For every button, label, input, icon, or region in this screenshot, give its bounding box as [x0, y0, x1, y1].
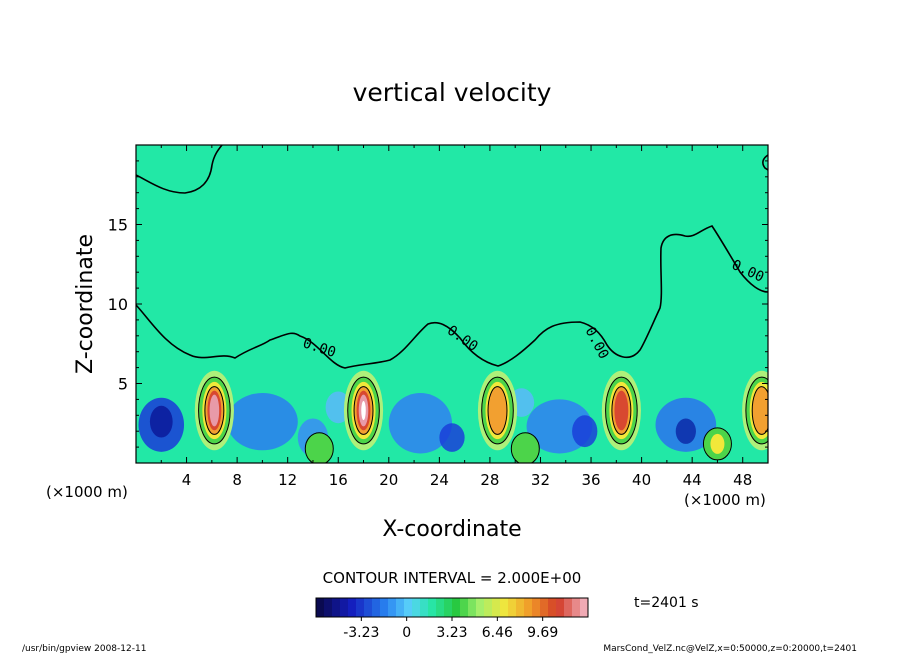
x-tick-label: 36: [581, 471, 600, 489]
updraft-plume: [614, 390, 629, 431]
colorbar-cell: [524, 598, 533, 617]
colorbar-cell: [476, 598, 485, 617]
colorbar-cell: [420, 598, 429, 617]
colorbar-cell: [372, 598, 381, 617]
footer-left: /usr/bin/gpview 2008-12-11: [22, 644, 146, 654]
colorbar-cell: [460, 598, 469, 617]
updraft-plume: [209, 394, 220, 427]
downdraft-region: [675, 418, 696, 444]
updraft-cell-core: [710, 433, 725, 454]
colorbar-cell: [348, 598, 357, 617]
time-label: t=2401 s: [634, 595, 699, 611]
colorbar-ticks: -3.23 0 3.23 6.46 9.69: [343, 617, 558, 641]
y-axis: 5 10 15: [108, 160, 768, 448]
contour-interval: CONTOUR INTERVAL = 2.000E+00: [323, 569, 582, 587]
colorbar-cell: [380, 598, 389, 617]
colorbar-cell: [412, 598, 421, 617]
colorbar-tick-label: -3.23: [343, 625, 379, 641]
chart-title: vertical velocity: [353, 78, 552, 107]
colorbar-cell: [580, 598, 589, 617]
colorbar-tick-label: 0: [402, 625, 411, 641]
colorbar: [316, 598, 589, 617]
colorbar-cell: [324, 598, 333, 617]
footer-right: MarsCond_VelZ.nc@VelZ,x=0:50000,z=0:2000…: [603, 644, 857, 654]
colorbar-tick-label: 3.23: [436, 625, 467, 641]
colorbar-cell: [444, 598, 453, 617]
zero-contour-main: [136, 225, 768, 369]
x-unit-left: (×1000 m): [46, 483, 128, 501]
x-unit-right: (×1000 m): [684, 491, 766, 509]
zero-contour-corner: [762, 154, 768, 171]
x-tick-label: 16: [329, 471, 348, 489]
downdraft-region: [227, 393, 298, 451]
downdraft-region: [439, 423, 465, 452]
downdraft-region: [388, 393, 452, 454]
y-axis-label: Z-coordinate: [73, 234, 98, 374]
colorbar-cell: [508, 598, 517, 617]
colorbar-cell: [500, 598, 509, 617]
colorbar-cell: [484, 598, 493, 617]
x-tick-label: 40: [632, 471, 651, 489]
colorbar-cell: [404, 598, 413, 617]
colorbar-cell: [316, 598, 325, 617]
colorbar-cell: [388, 598, 397, 617]
x-tick-label: 12: [278, 471, 297, 489]
x-tick-label: 48: [733, 471, 752, 489]
x-axis: 4 8 12 16 20 24 28 32 36 40 44 48: [160, 145, 752, 489]
colorbar-cell: [428, 598, 437, 617]
updraft-plume: [487, 386, 508, 435]
updraft-plume: [751, 386, 768, 435]
colorbar-cell: [540, 598, 549, 617]
colorbar-cell: [356, 598, 365, 617]
colorbar-tick-label: 9.69: [527, 625, 558, 641]
colorbar-cell: [572, 598, 581, 617]
y-tick-label: 15: [108, 216, 128, 235]
colorbar-cell: [340, 598, 349, 617]
colorbar-cell: [548, 598, 557, 617]
x-axis-label: X-coordinate: [382, 517, 521, 542]
colorbar-cell: [364, 598, 373, 617]
y-tick-label: 5: [118, 375, 128, 394]
downdraft-region: [149, 405, 173, 438]
colorbar-cell: [556, 598, 565, 617]
x-tick-label: 28: [480, 471, 499, 489]
plot-area: [136, 145, 768, 463]
x-tick-label: 24: [430, 471, 449, 489]
updraft-cell: [510, 432, 540, 463]
updraft-cell: [304, 432, 334, 463]
zero-contour: [136, 145, 768, 369]
y-tick-label: 10: [108, 295, 128, 314]
updraft-plume: [361, 400, 366, 421]
x-tick-label: 44: [683, 471, 702, 489]
colorbar-cell: [396, 598, 405, 617]
colorbar-cell: [564, 598, 573, 617]
downdraft-region: [572, 415, 598, 448]
colorbar-cell: [532, 598, 541, 617]
x-tick-label: 20: [379, 471, 398, 489]
colorbar-cell: [516, 598, 525, 617]
colorbar-cell: [436, 598, 445, 617]
x-tick-label: 8: [232, 471, 242, 489]
colorbar-cell: [332, 598, 341, 617]
colorbar-cell: [452, 598, 461, 617]
colorbar-tick-label: 6.46: [482, 625, 513, 641]
x-tick-label: 32: [531, 471, 550, 489]
zero-contour-upper-left: [136, 145, 223, 194]
colorbar-cell: [468, 598, 477, 617]
colorbar-cell: [492, 598, 501, 617]
velocity-field: [138, 370, 768, 463]
x-tick-label: 4: [182, 471, 192, 489]
